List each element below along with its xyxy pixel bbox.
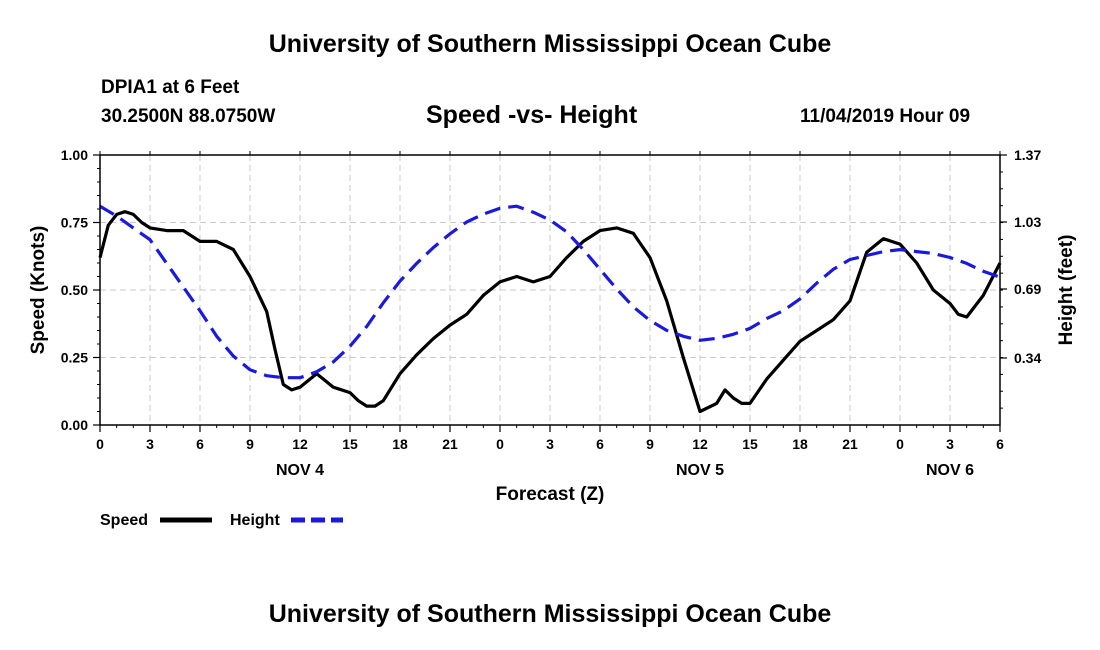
label-layer: 0 3 6 9 12 15 18 21 0 3 6 9 12 15 18 21 0 3 6 0.00 0.25 0.50 0…	[28, 147, 1077, 505]
x-tick-label: 15	[342, 436, 358, 452]
x-tick-label: 9	[646, 436, 654, 452]
chart-legend: Speed Height	[100, 512, 343, 529]
x-tick-label: 3	[146, 436, 154, 452]
y2-axis-title: Height (feet)	[1056, 235, 1077, 346]
x-tick-label: 12	[692, 436, 708, 452]
legend-label-speed: Speed	[100, 512, 148, 529]
x-tick-label: 15	[742, 436, 758, 452]
x-tick-label: 3	[946, 436, 954, 452]
y-tick-label: 0.00	[61, 417, 88, 433]
coordinates-label: 30.2500N 88.0750W	[101, 106, 276, 127]
y-tick-label: 0.25	[61, 350, 88, 366]
x-tick-label: 6	[996, 436, 1004, 452]
x-tick-label: 9	[246, 436, 254, 452]
x-tick-label: 0	[896, 436, 904, 452]
grid-layer	[100, 155, 1000, 425]
series-layer	[98, 204, 1002, 414]
legend-label-height: Height	[230, 512, 280, 529]
x-tick-label: 18	[792, 436, 808, 452]
y-tick-label: 0.50	[61, 282, 88, 298]
y2-tick-label: 1.37	[1014, 147, 1041, 163]
y2-tick-label: 0.69	[1014, 281, 1041, 297]
y2-tick-label: 1.03	[1014, 214, 1041, 230]
datetime-label: 11/04/2019 Hour 09	[800, 106, 971, 127]
x-tick-label: 0	[496, 436, 504, 452]
y-axis-title: Speed (Knots)	[28, 226, 49, 355]
x-tick-label: 6	[196, 436, 204, 452]
chart-title: Speed -vs- Height	[426, 101, 638, 129]
x-tick-label: 21	[442, 436, 458, 452]
series-line-height	[99, 204, 1001, 380]
footer-title: University of Southern Mississippi Ocean…	[268, 600, 832, 628]
y-tick-label: 1.00	[61, 147, 88, 163]
x-tick-label: 12	[292, 436, 308, 452]
x-tick-label: 0	[96, 436, 104, 452]
date-label: NOV 6	[926, 462, 974, 479]
tick-layer	[93, 151, 1007, 432]
x-tick-label: 3	[546, 436, 554, 452]
x-axis-title: Forecast (Z)	[496, 484, 605, 505]
page-title: University of Southern Mississippi Ocean…	[268, 30, 832, 58]
x-tick-label: 21	[842, 436, 858, 452]
x-tick-label: 18	[392, 436, 408, 452]
x-tick-label: 6	[596, 436, 604, 452]
y-tick-label: 0.75	[61, 215, 88, 231]
date-label: NOV 5	[676, 462, 724, 479]
y2-tick-label: 0.34	[1014, 350, 1041, 366]
date-label: NOV 4	[276, 462, 324, 479]
series-line-speed	[98, 210, 1002, 414]
station-label: DPIA1 at 6 Feet	[101, 77, 240, 98]
